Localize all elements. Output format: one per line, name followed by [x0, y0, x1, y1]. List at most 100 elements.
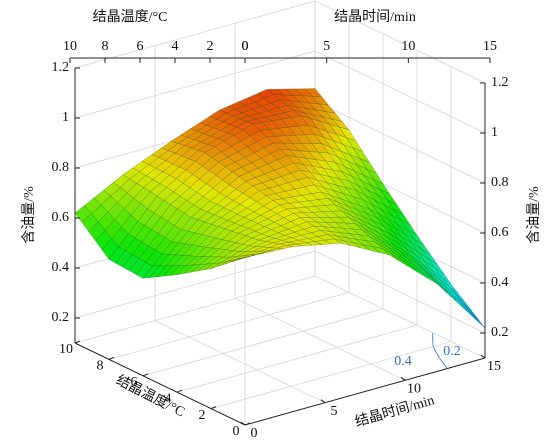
z-tick-label: 0.2	[52, 310, 70, 325]
top-y-tick-label: 0	[242, 39, 249, 54]
surface-patch	[257, 250, 274, 255]
surface-patch	[224, 222, 242, 232]
contour-line	[437, 355, 440, 359]
surface-patch	[325, 222, 344, 229]
contour-line	[432, 346, 436, 351]
x-tick-label: 5	[331, 404, 338, 419]
y-tick-label: 2	[199, 408, 206, 423]
surface-patch	[266, 247, 284, 252]
surface-patch	[138, 245, 156, 263]
z-tick-label: 0.6	[491, 225, 509, 240]
z-tick-label: 0.4	[52, 260, 70, 275]
surface-patch	[241, 162, 259, 173]
z-tick-label: 0.2	[491, 325, 509, 340]
surface-patch	[234, 217, 252, 227]
contour-line	[441, 361, 445, 366]
contour-line	[436, 353, 439, 356]
z-tick-label: 1	[62, 110, 69, 125]
wall-grid-line	[176, 50, 418, 393]
surface-patch	[200, 136, 218, 145]
surface-patch	[458, 302, 476, 320]
surface-patch	[253, 205, 271, 216]
surface-patch	[276, 245, 294, 250]
top-x-axis-label: 结晶时间/min	[334, 9, 416, 25]
surface-patch	[297, 238, 316, 244]
surface-patch	[188, 150, 206, 162]
surface-patch	[285, 207, 304, 214]
wall-grid-line	[108, 17, 350, 360]
top-y-tick-label: 2	[207, 39, 214, 54]
surface-patch	[108, 246, 126, 264]
surface-patch	[291, 235, 309, 241]
surface-patch	[115, 250, 133, 268]
surface-patch	[217, 220, 236, 230]
surface-patch	[247, 252, 265, 257]
y-tick-label: 8	[97, 359, 104, 374]
bottom-x-axis-label: 结晶时间/min	[353, 392, 436, 430]
z-tick-label: 0.4	[491, 275, 509, 290]
x-tick	[480, 354, 486, 359]
y-tick	[108, 356, 115, 360]
surface-patch	[270, 99, 288, 109]
surface-patch	[197, 211, 215, 223]
surface-patch	[248, 167, 266, 178]
surface-patch	[461, 302, 479, 320]
z-tick-label: 0.8	[491, 175, 509, 190]
surface-patch	[126, 182, 144, 199]
surface-patch	[231, 256, 248, 263]
surface-patch	[303, 225, 322, 234]
surface-patch	[238, 255, 255, 260]
surface-patch	[310, 118, 328, 132]
contour-line	[439, 357, 443, 362]
surface-patch	[204, 262, 221, 270]
surface-patch	[362, 244, 380, 253]
top-y-axis-label: 结晶温度/°C	[93, 9, 168, 25]
right-z-axis-label: 含油量/%	[526, 186, 542, 244]
top-x-tick-label: 0	[242, 39, 249, 54]
wall-grid-line	[210, 66, 452, 409]
surface-patch	[171, 229, 189, 244]
z-tick-label: 1	[491, 125, 498, 140]
surface-patch	[149, 265, 167, 278]
surface-patch	[118, 233, 136, 251]
surface-patch	[342, 193, 360, 206]
y-tick-label: 6	[131, 375, 138, 390]
surface-patch	[420, 248, 438, 265]
surface-patch	[255, 116, 273, 123]
contour-label: 0.4	[394, 354, 412, 369]
contour-label: 0.2	[443, 344, 461, 359]
surface-patch	[332, 227, 351, 234]
surface-patch	[221, 146, 239, 158]
surface-patch	[210, 261, 228, 269]
surface-patch	[345, 137, 364, 152]
surface-patch	[227, 255, 244, 262]
surface-patch	[274, 235, 293, 241]
top-y-tick-label: 6	[137, 39, 144, 54]
z-tick-label: 1.2	[491, 75, 509, 90]
z-tick-label: 1.2	[52, 60, 70, 75]
surface-patch	[247, 223, 266, 232]
contour-line	[434, 350, 438, 355]
surface-patch	[390, 245, 408, 259]
y-tick	[210, 406, 217, 410]
surface-patch	[114, 208, 132, 228]
surface-patch	[308, 199, 326, 207]
surface-patch	[135, 261, 153, 279]
surface-patch	[252, 122, 270, 131]
z-tick-label: 0.6	[52, 210, 70, 225]
surface-patch	[203, 188, 221, 202]
surface-patch	[261, 179, 280, 189]
surface-patch	[224, 258, 242, 265]
x-tick	[240, 421, 246, 426]
top-y-tick-label: 8	[102, 39, 109, 54]
surface-patch	[136, 175, 154, 188]
surface-patch	[284, 231, 302, 239]
y-tick-label: 0	[233, 424, 240, 439]
top-x-tick-label: 15	[483, 39, 497, 54]
surface-patch	[410, 265, 428, 279]
x-tick	[320, 399, 326, 404]
top-x-tick-label: 10	[401, 39, 415, 54]
surface-patch	[257, 218, 275, 227]
surface-patch	[258, 110, 276, 118]
